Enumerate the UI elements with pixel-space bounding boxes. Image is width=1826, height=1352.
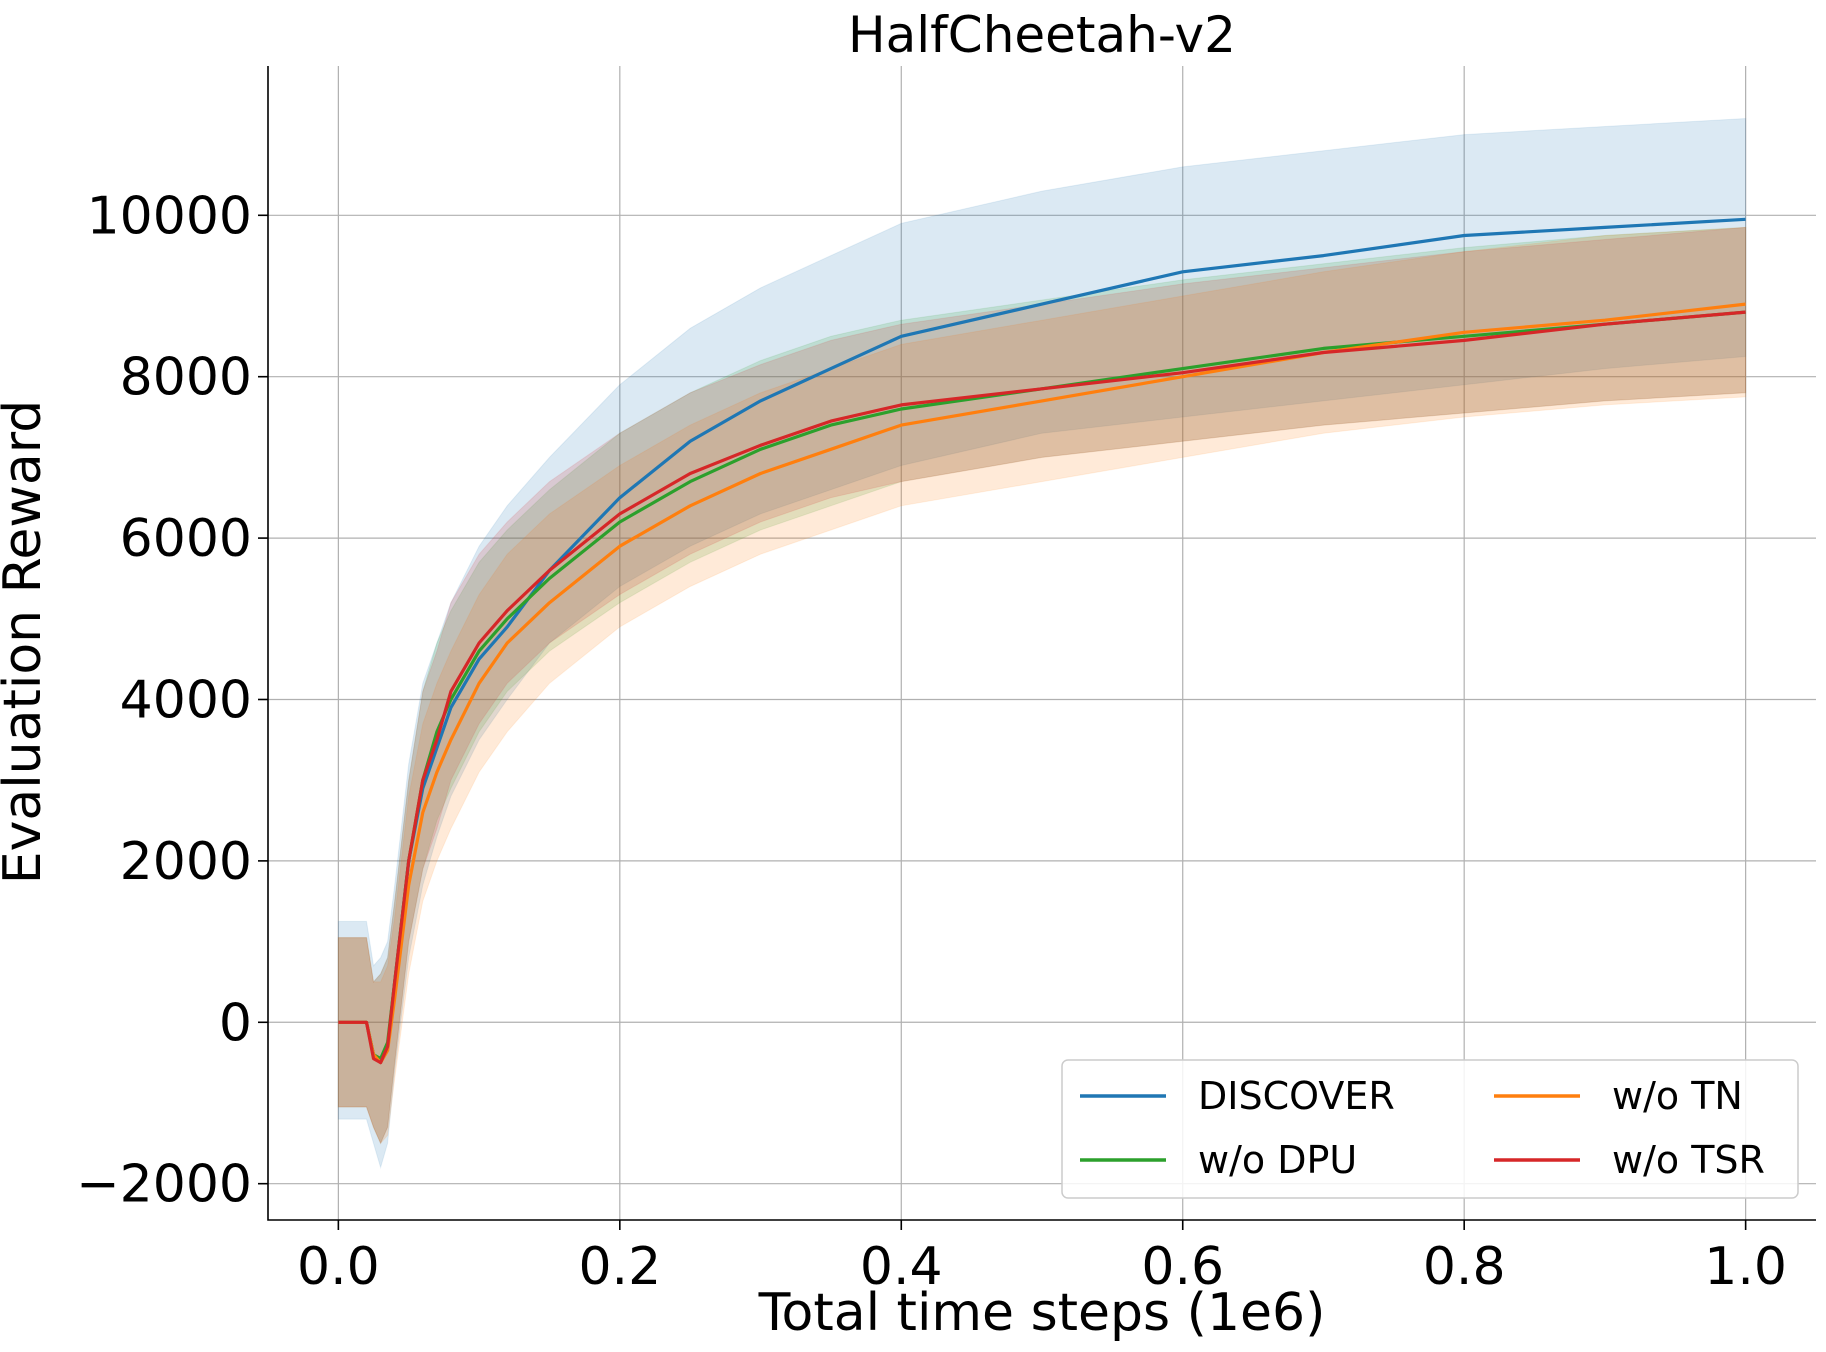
band-w-o-dpu	[337, 226, 1747, 1145]
axes	[258, 66, 1816, 1230]
x-tick-label: 0.8	[1423, 1237, 1506, 1297]
band-w-o-tn	[337, 226, 1747, 1145]
legend-label-w-o-tsr: w/o TSR	[1612, 1138, 1765, 1182]
x-axis-label: Total time steps (1e6)	[758, 1283, 1326, 1343]
series-line-w-o-tsr	[338, 310, 1746, 1065]
y-tick-label: −2000	[76, 1155, 252, 1215]
legend-label-w-o-dpu: w/o DPU	[1198, 1138, 1357, 1182]
grid	[268, 66, 1816, 1220]
tick-labels: 0.0 0.2 0.4 0.6 0.8 1.0 −2000 0 2000 4000 6000 8000…	[76, 186, 1787, 1297]
y-tick-label: 4000	[120, 670, 252, 730]
chart-title: HalfCheetah-v2	[848, 6, 1236, 64]
x-tick-label: 0.6	[1141, 1237, 1224, 1297]
legend-label-w-o-tn: w/o TN	[1612, 1074, 1743, 1118]
x-tick-label: 0.4	[860, 1237, 943, 1297]
y-tick-label: 6000	[120, 509, 252, 569]
band-discover	[337, 117, 1747, 1170]
x-tick-label: 1.0	[1704, 1237, 1787, 1297]
y-tick-label: 10000	[87, 186, 252, 246]
legend-box	[1061, 1059, 1799, 1199]
y-axis-label: Evaluation Reward	[0, 400, 53, 885]
y-tick-label: 2000	[120, 832, 252, 892]
x-tick-label: 0.2	[578, 1237, 661, 1297]
legend-label-discover: DISCOVER	[1198, 1074, 1395, 1118]
legend: DISCOVER w/o DPU w/o TN w/o TSR	[1061, 1059, 1799, 1199]
x-tick-label: 0.0	[297, 1237, 380, 1297]
y-tick-label: 0	[219, 993, 252, 1053]
band-w-o-tsr	[337, 226, 1747, 1145]
confidence-bands	[337, 117, 1747, 1170]
series-lines	[338, 217, 1746, 1065]
y-tick-label: 8000	[120, 348, 252, 408]
axis-spines	[267, 66, 1816, 1221]
